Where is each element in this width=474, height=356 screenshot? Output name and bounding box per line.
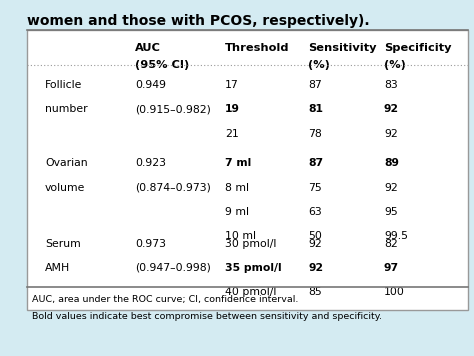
Text: AUC: AUC [135,43,161,53]
Text: 85: 85 [308,287,322,297]
Text: 97: 97 [384,263,399,273]
Text: (%): (%) [384,60,406,70]
Text: Specificity: Specificity [384,43,451,53]
Text: 8 ml: 8 ml [225,183,249,193]
Text: (0.874–0.973): (0.874–0.973) [135,183,211,193]
Text: 78: 78 [308,129,322,138]
Text: volume: volume [45,183,85,193]
Text: (0.915–0.982): (0.915–0.982) [135,104,211,114]
Text: 87: 87 [308,158,323,168]
Text: Threshold: Threshold [225,43,290,53]
Text: Bold values indicate best compromise between sensitivity and specificity.: Bold values indicate best compromise bet… [32,312,382,321]
Text: 100: 100 [384,287,405,297]
Text: 0.949: 0.949 [135,80,166,90]
Text: 63: 63 [308,207,322,217]
Text: 17: 17 [225,80,239,90]
Text: AMH: AMH [45,263,70,273]
Text: (0.947–0.998): (0.947–0.998) [135,263,211,273]
Text: 7 ml: 7 ml [225,158,251,168]
Text: 0.923: 0.923 [135,158,166,168]
Text: 95: 95 [384,207,398,217]
Text: Serum: Serum [45,239,81,248]
Text: 92: 92 [308,239,322,248]
Text: 9 ml: 9 ml [225,207,249,217]
Text: 92: 92 [384,183,398,193]
Text: number: number [45,104,88,114]
Text: Sensitivity: Sensitivity [308,43,377,53]
Text: 81: 81 [308,104,323,114]
Text: 92: 92 [384,129,398,138]
Text: 21: 21 [225,129,239,138]
Text: 89: 89 [384,158,399,168]
Text: 82: 82 [384,239,398,248]
Text: Follicle: Follicle [45,80,82,90]
Text: 50: 50 [308,231,322,241]
Text: 40 pmol/l: 40 pmol/l [225,287,276,297]
Text: (95% CI): (95% CI) [135,60,189,70]
Text: 99.5: 99.5 [384,231,408,241]
Text: 0.973: 0.973 [135,239,166,248]
Text: women and those with PCOS, respectively).: women and those with PCOS, respectively)… [27,14,370,28]
FancyBboxPatch shape [27,30,468,310]
Text: 19: 19 [225,104,240,114]
Text: 87: 87 [308,80,322,90]
Text: Ovarian: Ovarian [45,158,88,168]
Text: AUC, area under the ROC curve; CI, confidence interval.: AUC, area under the ROC curve; CI, confi… [32,295,299,304]
Text: 83: 83 [384,80,398,90]
Text: 92: 92 [308,263,323,273]
Text: 92: 92 [384,104,399,114]
Text: 75: 75 [308,183,322,193]
Text: 30 pmol/l: 30 pmol/l [225,239,276,248]
Text: 35 pmol/l: 35 pmol/l [225,263,282,273]
Text: 10 ml: 10 ml [225,231,256,241]
Text: (%): (%) [308,60,330,70]
